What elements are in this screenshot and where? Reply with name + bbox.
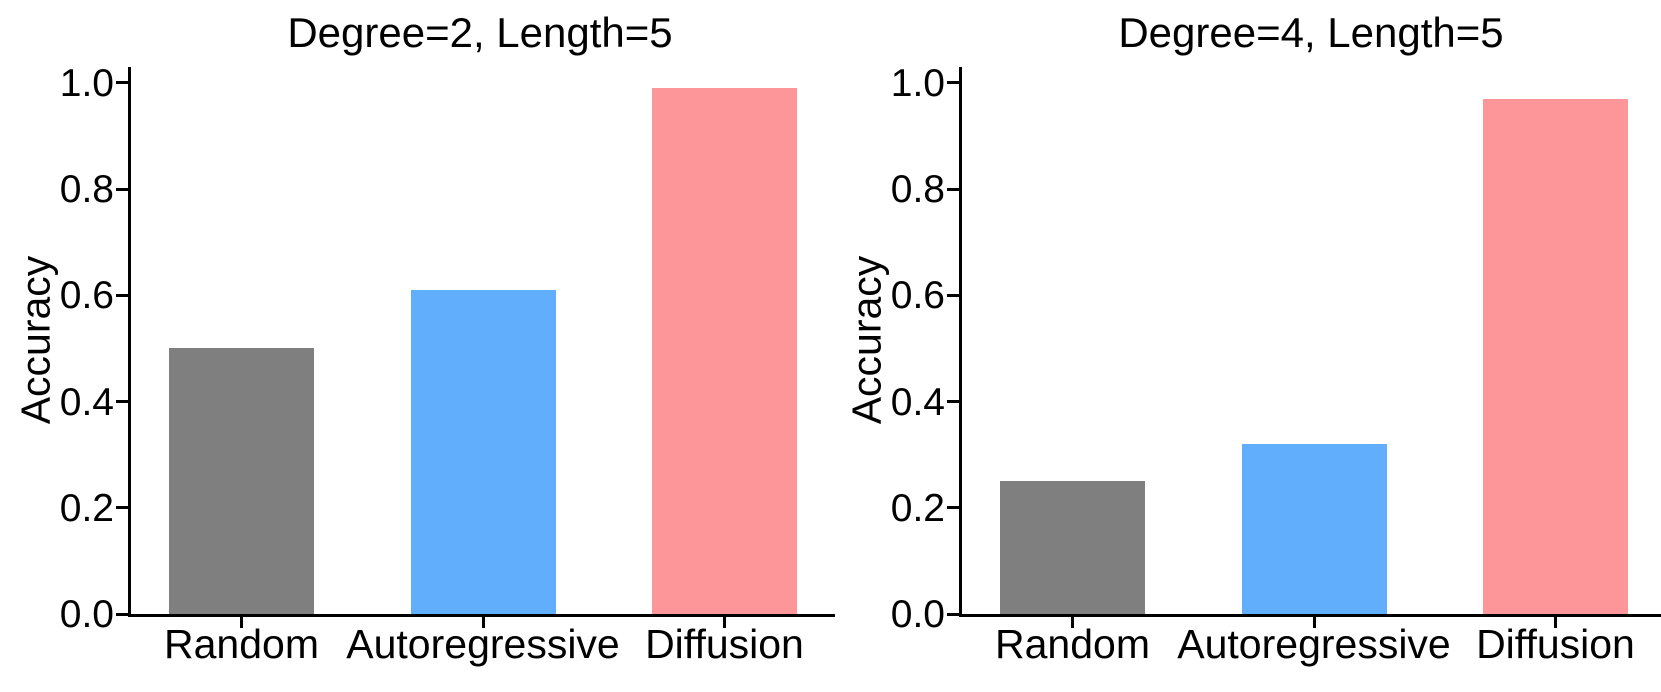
y-tick-label: 0.8 [59, 168, 114, 212]
y-tick-mark [947, 293, 959, 297]
bar-autoregressive [1241, 444, 1387, 614]
x-tick-mark [1553, 617, 1557, 628]
y-tick-label: 0.2 [59, 486, 114, 530]
plot-area [128, 67, 835, 617]
y-tick-mark [116, 81, 128, 85]
y-tick-mark [116, 506, 128, 510]
x-category-label: Autoregressive [1177, 621, 1451, 667]
x-tick-mark [722, 617, 726, 628]
x-tick-mark [1071, 617, 1075, 628]
y-tick-mark [116, 612, 128, 616]
chart-title: Degree=2, Length=5 [287, 9, 673, 56]
chart-title: Degree=4, Length=5 [1118, 9, 1504, 56]
bar-autoregressive [410, 290, 556, 614]
y-tick-mark [947, 187, 959, 191]
y-tick-mark [947, 506, 959, 510]
plot-area [959, 67, 1661, 617]
y-tick-label: 0.8 [890, 168, 945, 212]
x-category-label: Diffusion [645, 621, 804, 667]
x-category-label: Random [164, 621, 320, 667]
y-tick-mark [116, 187, 128, 191]
y-tick-mark [116, 293, 128, 297]
y-tick-mark [947, 400, 959, 404]
y-tick-label: 1.0 [59, 61, 114, 105]
bar-diffusion [651, 88, 797, 614]
y-tick-label: 0.6 [890, 274, 945, 318]
y-tick-mark [947, 612, 959, 616]
y-tick-label: 0.2 [890, 486, 945, 530]
bar-diffusion [1482, 98, 1628, 614]
y-tick-label: 0.4 [59, 380, 114, 424]
y-tick-label: 0.0 [59, 593, 114, 636]
bar-random [1000, 481, 1146, 614]
chart-panel-left: Degree=2, Length=5 Accuracy 0.0 0.2 0.4 0.6… [0, 0, 835, 692]
bar-random [169, 348, 315, 614]
x-category-label: Autoregressive [346, 621, 620, 667]
y-tick-mark [947, 81, 959, 85]
x-category-label: Random [995, 621, 1151, 667]
y-tick-label: 0.6 [59, 274, 114, 318]
x-tick-mark [1312, 617, 1316, 628]
chart-panel-right: Degree=4, Length=5 Accuracy 0.0 0.2 0.4 0.6… [831, 0, 1661, 692]
y-tick-label: 1.0 [890, 61, 945, 105]
y-tick-mark [116, 400, 128, 404]
y-tick-label: 0.0 [890, 593, 945, 636]
x-category-label: Diffusion [1476, 621, 1635, 667]
y-tick-label: 0.4 [890, 380, 945, 424]
x-tick-mark [481, 617, 485, 628]
x-tick-mark [240, 617, 244, 628]
